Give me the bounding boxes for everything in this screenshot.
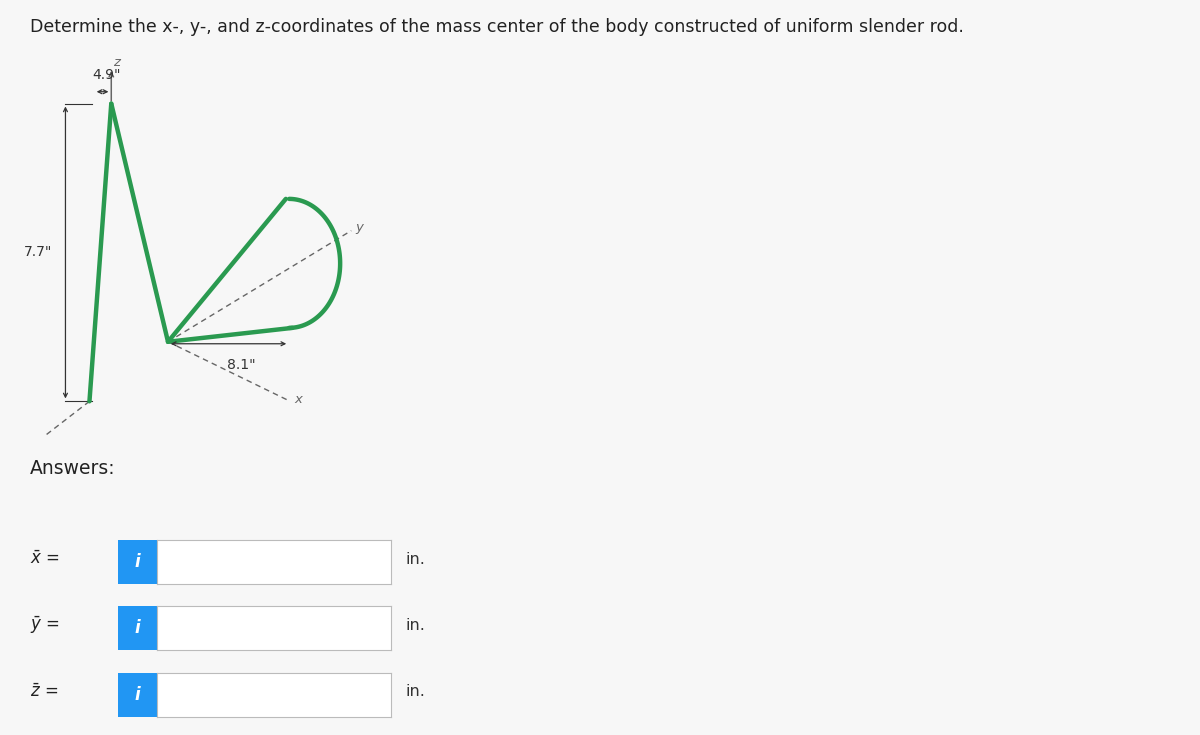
Text: i: i: [134, 686, 140, 703]
Text: $\bar{x}$ =: $\bar{x}$ =: [30, 551, 60, 568]
Text: Determine the x-, y-, and z-coordinates of the mass center of the body construct: Determine the x-, y-, and z-coordinates …: [30, 18, 964, 36]
Text: in.: in.: [406, 552, 426, 567]
Text: i: i: [134, 620, 140, 637]
Text: z: z: [114, 56, 120, 69]
Text: 8.1": 8.1": [227, 358, 256, 372]
Text: $\bar{y}$ =: $\bar{y}$ =: [30, 614, 60, 637]
Text: in.: in.: [406, 618, 426, 633]
Text: y: y: [355, 220, 364, 234]
Text: 7.7": 7.7": [24, 245, 53, 259]
Text: in.: in.: [406, 684, 426, 699]
Text: Answers:: Answers:: [30, 459, 115, 478]
Text: i: i: [134, 553, 140, 571]
Text: $\bar{z}$ =: $\bar{z}$ =: [30, 683, 58, 700]
Text: x: x: [294, 393, 302, 406]
Text: 4.9": 4.9": [92, 68, 121, 82]
